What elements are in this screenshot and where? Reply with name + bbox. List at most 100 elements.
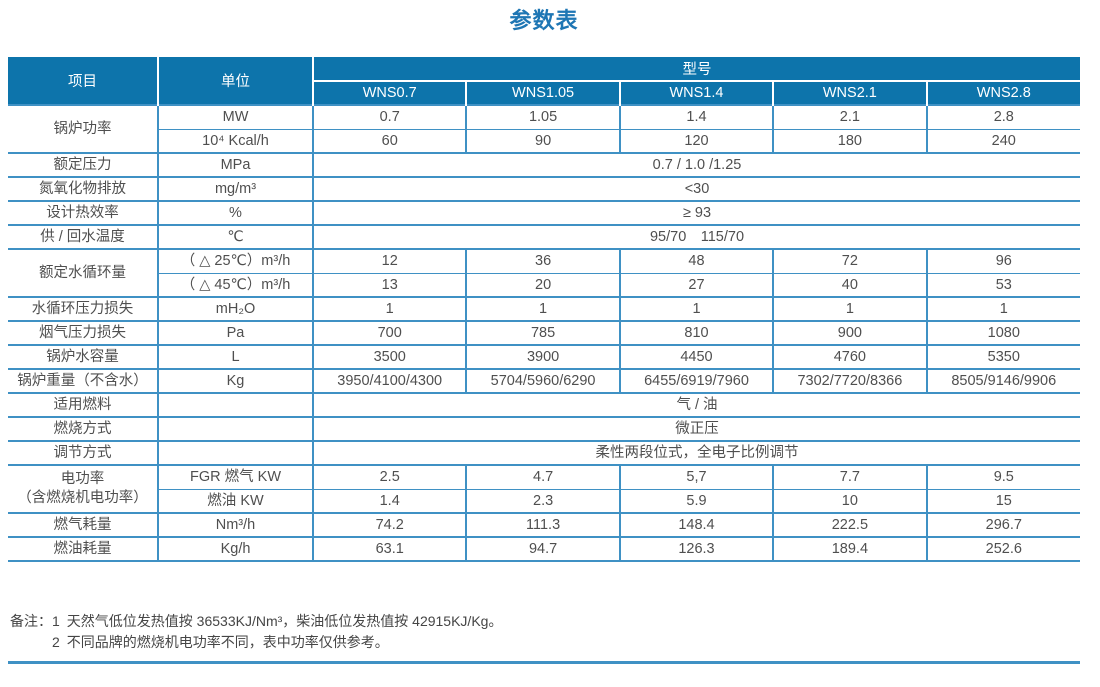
value-cell: 1: [772, 296, 927, 321]
value-cell: 120: [618, 128, 774, 153]
unit-cell: FGR 燃气 KW: [157, 464, 314, 489]
value-cell: 微正压: [313, 416, 1080, 441]
value-cell: 4450: [618, 344, 774, 369]
table-row: 燃油 KW 1.4 2.3 5.9 10 15: [8, 488, 1080, 513]
row-label-line: （含燃烧机电功率）: [17, 490, 148, 506]
row-label-line: 电功率: [60, 471, 105, 487]
table-row: 燃烧方式 微正压: [8, 416, 1080, 441]
unit-cell: Kg/h: [157, 536, 314, 562]
value-cell: 810: [618, 320, 774, 345]
parameters-table: 项目 单位 型号 WNS0.7 WNS1.05 WNS1.4 WNS2.1 WNS2.8…: [8, 57, 1080, 562]
value-cell: 111.3: [465, 512, 620, 537]
table-row: 适用燃料 气 / 油: [8, 392, 1080, 417]
unit-cell: MPa: [157, 152, 314, 177]
value-cell: 40: [772, 272, 927, 297]
row-label: 调节方式: [8, 440, 158, 465]
value-cell: 240: [925, 128, 1080, 153]
value-cell: 53: [925, 272, 1080, 297]
table-row: 设计热效率% ≥ 93: [8, 200, 1080, 225]
value-cell: 222.5: [772, 512, 927, 537]
col-header-item: 项目: [8, 57, 158, 105]
unit-cell: Pa: [157, 320, 314, 345]
value-cell: 0.7: [313, 104, 467, 129]
value-cell: 2.8: [925, 104, 1080, 129]
row-label: 额定压力: [8, 152, 158, 177]
row-label: 燃油耗量: [8, 536, 158, 562]
value-cell: 94.7: [465, 536, 620, 562]
value-cell: 252.6: [925, 536, 1080, 562]
unit-cell: MW: [157, 104, 314, 129]
table-row: 氮氧化物排放 mg/m³ <30: [8, 176, 1080, 201]
table-row: 燃气耗量 Nm³/h 74.2 111.3 148.4 222.5 296.7: [8, 512, 1080, 537]
value-cell: 74.2: [313, 512, 467, 537]
unit-cell: [157, 416, 314, 441]
note-item: 1 天然气低位发热值按 36533KJ/Nm³，柴油低位发热值按 42915KJ…: [52, 613, 503, 629]
value-cell: 900: [772, 320, 927, 345]
value-cell: 63.1: [313, 536, 467, 562]
value-cell: 0.7 / 1.0 /1.25: [313, 152, 1080, 177]
value-cell: 9.5: [925, 464, 1080, 489]
value-cell: 27: [618, 272, 774, 297]
value-cell: 36: [465, 248, 620, 273]
table-row: 额定水循环量（ △ 25℃）m³/h 12 36 48 72 96: [8, 248, 1080, 297]
value-cell: 12: [313, 248, 467, 273]
unit-cell: mH₂O: [157, 296, 314, 321]
table-row: 调节方式 柔性两段位式，全电子比例调节: [8, 440, 1080, 465]
value-cell: 1: [925, 296, 1080, 321]
header-row-top: 项目 单位 型号: [8, 57, 1080, 105]
table-row: 额定压力 MPa 0.7 / 1.0 /1.25: [8, 152, 1080, 177]
row-label: 锅炉重量（不含水）: [8, 368, 158, 393]
unit-cell: %: [157, 200, 314, 225]
value-cell: 72: [772, 248, 927, 273]
value-cell: 1: [313, 296, 467, 321]
value-cell: 48: [618, 248, 774, 273]
value-cell: 气 / 油: [313, 392, 1080, 417]
notes-label: 备注：: [10, 613, 52, 629]
value-cell: 8505/9146/9906: [925, 368, 1080, 393]
unit-cell: [157, 392, 314, 417]
table-row: （ △ 45℃）m³/h 13 20 27 40 53: [8, 272, 1080, 297]
value-cell: 10: [772, 488, 927, 513]
value-cell: 189.4: [772, 536, 927, 562]
table-row: 烟气压力损失 Pa 700 785 810 900 1080: [8, 320, 1080, 345]
value-cell: 5704/5960/6290: [465, 368, 620, 393]
value-cell: 1080: [925, 320, 1080, 345]
unit-cell: ℃: [157, 224, 314, 249]
unit-cell: Kg: [157, 368, 314, 393]
notes-items: 1 天然气低位发热值按 36533KJ/Nm³，柴油低位发热值按 42915KJ…: [52, 611, 910, 653]
bottom-divider: [8, 661, 1080, 664]
value-cell: 2.1: [772, 104, 927, 129]
value-cell: <30: [313, 176, 1080, 201]
table-header: 项目 单位 型号 WNS0.7 WNS1.05 WNS1.4 WNS2.1 WNS2.8: [8, 57, 1080, 105]
row-label: 设计热效率: [8, 200, 158, 225]
value-cell: 148.4: [618, 512, 774, 537]
value-cell: 6455/6919/7960: [618, 368, 774, 393]
value-cell: 柔性两段位式，全电子比例调节: [313, 440, 1080, 465]
model-header-cell: WNS2.1: [772, 80, 927, 105]
row-label: 燃烧方式: [8, 416, 158, 441]
unit-cell: [157, 440, 314, 465]
unit-cell: （ △ 25℃）m³/h: [157, 248, 314, 273]
unit-cell: mg/m³: [157, 176, 314, 201]
unit-cell: L: [157, 344, 314, 369]
value-cell: 2.5: [313, 464, 467, 489]
value-cell: 5,7: [618, 464, 774, 489]
value-cell: 4.7: [465, 464, 620, 489]
value-cell: 20: [465, 272, 620, 297]
value-cell: 4760: [772, 344, 927, 369]
value-cell: 5350: [925, 344, 1080, 369]
value-cell: ≥ 93: [313, 200, 1080, 225]
page-title: 参数表: [509, 8, 579, 33]
row-label: 锅炉水容量: [8, 344, 158, 369]
value-cell: 1: [618, 296, 774, 321]
table-row: 锅炉功率 MW 0.7 1.05 1.4 2.1 2.8: [8, 104, 1080, 153]
row-label: 烟气压力损失: [8, 320, 158, 345]
table-row: 锅炉水容量 L 3500 3900 4450 4760 5350: [8, 344, 1080, 369]
row-label: 供 / 回水温度: [8, 224, 158, 249]
table-row: 锅炉重量（不含水） Kg 3950/4100/4300 5704/5960/6290 6…: [8, 368, 1080, 393]
unit-cell: （ △ 45℃）m³/h: [157, 272, 314, 297]
value-cell: 1.05: [465, 104, 620, 129]
value-cell: 5.9: [618, 488, 774, 513]
value-cell: 13: [313, 272, 467, 297]
